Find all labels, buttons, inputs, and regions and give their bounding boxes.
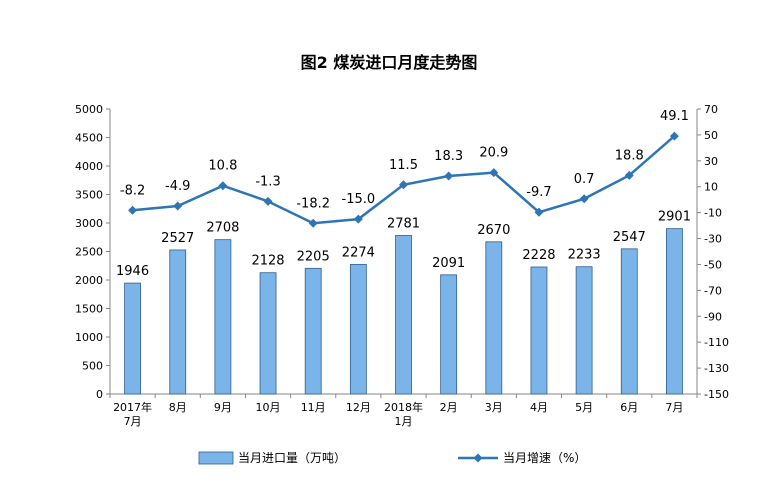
line-point-marker <box>399 180 408 190</box>
line-data-label: 10.8 <box>208 159 237 174</box>
bar-data-label: 2128 <box>251 254 284 269</box>
line-point-marker <box>489 168 499 178</box>
right-y-tick-label: 10 <box>704 181 718 194</box>
x-tick-label: 11月 <box>301 401 326 414</box>
bar-data-label: 2547 <box>613 230 646 245</box>
line-point-marker <box>128 205 138 215</box>
line-point-marker <box>669 131 679 141</box>
left-y-tick-label: 3000 <box>75 217 103 230</box>
line-data-label: -1.3 <box>255 174 280 189</box>
left-y-tick-label: 2500 <box>75 246 103 259</box>
x-tick-label: 7月 <box>665 401 683 414</box>
line-data-label: 20.9 <box>479 146 508 161</box>
line-point-marker <box>308 218 318 228</box>
right-y-tick-label: 50 <box>704 129 718 142</box>
bar <box>124 282 141 395</box>
bar <box>440 274 458 395</box>
right-y-tick-label: -150 <box>704 388 729 401</box>
line-point-marker <box>173 201 183 211</box>
chart-title: 图2 煤炭进口月度走势图 <box>301 53 478 72</box>
right-y-tick-label: 70 <box>704 103 718 116</box>
line-data-label: 49.1 <box>660 109 689 124</box>
x-tick-label: 12月 <box>346 401 371 414</box>
line-point-marker <box>444 171 454 181</box>
line-data-label: 18.3 <box>434 149 463 164</box>
left-y-tick-label: 1500 <box>75 303 103 316</box>
bar-data-label: 2670 <box>477 223 510 238</box>
bar <box>575 266 593 395</box>
bar <box>666 228 683 395</box>
bar-data-label: 2233 <box>568 248 601 263</box>
bar-data-label: 2527 <box>161 231 194 246</box>
right-y-tick-label: 30 <box>704 155 718 168</box>
bar <box>304 267 322 395</box>
x-tick-label: 8月 <box>169 401 187 414</box>
x-tick-label: 3月 <box>485 401 503 414</box>
x-tick-label: 10月 <box>256 401 281 414</box>
bar-data-label: 2205 <box>297 249 330 264</box>
left-y-tick-label: 5000 <box>75 103 103 116</box>
line-data-label: 11.5 <box>389 158 418 173</box>
bar <box>214 239 232 395</box>
line-data-label: -18.2 <box>296 196 330 211</box>
line-point-marker <box>218 181 228 191</box>
legend-bar-label: 当月进口量（万吨） <box>238 451 346 465</box>
line-point-marker <box>263 196 273 206</box>
left-y-tick-label: 4000 <box>75 160 103 173</box>
left-y-tick-label: 3500 <box>75 189 103 202</box>
bar-data-label: 2091 <box>432 256 465 271</box>
bar-data-label: 2274 <box>342 245 375 260</box>
right-y-tick-label: -70 <box>704 284 722 297</box>
line-data-label: -9.7 <box>526 185 551 200</box>
line-data-label: -4.9 <box>165 179 190 194</box>
right-y-tick-label: -50 <box>704 258 722 271</box>
bar-data-label: 1946 <box>116 264 149 279</box>
bar <box>485 241 503 395</box>
line-data-label: 18.8 <box>615 148 644 163</box>
x-tick-label: 5月 <box>575 401 593 414</box>
left-y-tick-label: 4500 <box>75 132 103 145</box>
right-y-tick-label: -10 <box>704 207 722 220</box>
left-y-tick-label: 2000 <box>75 274 103 287</box>
bar <box>530 266 548 395</box>
line-point-marker <box>353 214 363 224</box>
x-tick-label: 4月 <box>530 401 548 414</box>
right-y-tick-label: -110 <box>704 336 729 349</box>
bar-data-label: 2228 <box>522 248 555 263</box>
line-point-marker <box>579 194 589 204</box>
legend-line-label: 当月增速（%） <box>503 451 586 465</box>
line-data-label: -15.0 <box>342 192 376 207</box>
legend-line-marker <box>473 453 483 463</box>
bar <box>169 249 187 395</box>
line-point-marker <box>534 207 544 217</box>
legend-bar-swatch <box>198 451 234 465</box>
bar <box>259 272 277 395</box>
left-y-tick-label: 0 <box>96 388 103 401</box>
left-y-tick-label: 1000 <box>75 331 103 344</box>
x-tick-label: 2月 <box>440 401 458 414</box>
line-data-label: 0.7 <box>574 172 595 187</box>
bar-data-label: 2781 <box>387 216 420 231</box>
bar-data-label: 2708 <box>206 221 239 236</box>
x-tick-label: 2017年 7月 <box>113 400 152 428</box>
bar <box>349 263 367 395</box>
line-point-marker <box>624 170 634 180</box>
x-tick-label: 9月 <box>214 401 232 414</box>
right-y-tick-label: -30 <box>704 233 722 246</box>
x-tick-label: 2018年 1月 <box>384 400 423 428</box>
bar <box>395 235 412 395</box>
left-y-tick-label: 500 <box>82 360 103 373</box>
bar <box>620 248 638 395</box>
legend: 当月进口量（万吨） 当月增速（%） <box>198 451 586 465</box>
right-y-tick-label: -90 <box>704 310 722 323</box>
x-tick-label: 6月 <box>620 401 638 414</box>
bar-data-label: 2901 <box>658 210 691 225</box>
plot-area: 0 500 1000 1500 2000 2500 3000 3500 4000 4500 5000… <box>75 103 729 428</box>
line-data-label: -8.2 <box>120 183 145 198</box>
right-y-tick-label: -130 <box>704 362 729 375</box>
